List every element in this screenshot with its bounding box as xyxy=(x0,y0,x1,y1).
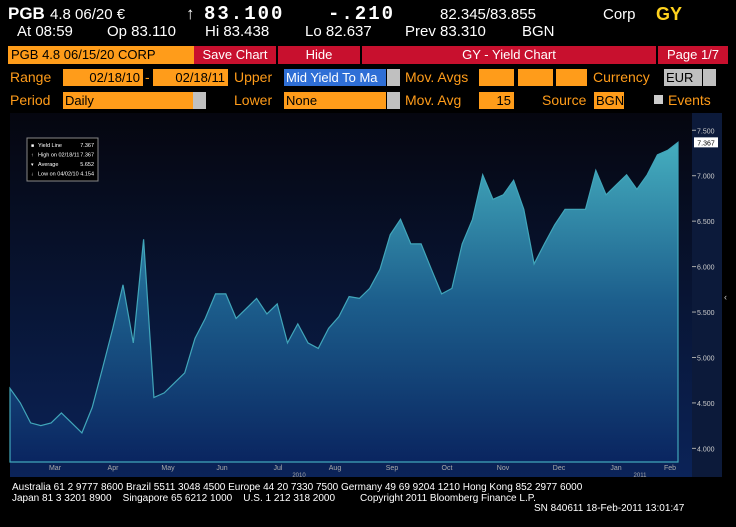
page-indicator: Page 1/7 xyxy=(658,46,728,64)
last-value-tag xyxy=(694,137,718,148)
legend-label: High on 02/18/11 xyxy=(38,153,80,159)
x-year-label: 2011 xyxy=(634,473,648,479)
legend-value: 7.367 xyxy=(80,143,94,149)
dropdown-arrow[interactable] xyxy=(703,69,716,86)
bid-ask: 82.345/83.855 xyxy=(440,6,536,23)
price: 83.100 xyxy=(204,3,285,25)
mov-avg-value[interactable]: 15 xyxy=(479,92,514,109)
x-tick-label: Jun xyxy=(216,465,227,472)
y-tick-label: 7.000 xyxy=(697,174,715,181)
x-tick-label: Sep xyxy=(386,465,399,472)
high: Hi 83.438 xyxy=(205,23,270,40)
y-tick-label: 6.500 xyxy=(697,219,715,226)
y-tick-label: 4.000 xyxy=(697,446,715,453)
x-tick-label: Oct xyxy=(442,465,453,472)
source-value[interactable]: BGN xyxy=(594,92,625,109)
dropdown-arrow[interactable] xyxy=(193,92,206,109)
x-tick-label: Mar xyxy=(49,465,62,472)
mov-avg-input[interactable] xyxy=(479,69,514,86)
change: -.210 xyxy=(328,3,396,25)
save-chart-button[interactable]: Save Chart xyxy=(194,46,276,64)
y-tick-label: 5.500 xyxy=(697,310,715,317)
dropdown-arrow[interactable] xyxy=(387,92,400,109)
market: Corp xyxy=(603,6,636,23)
legend-label: Low on 04/02/10 xyxy=(38,172,79,178)
hide-button[interactable]: Hide xyxy=(278,46,360,64)
upper-dropdown[interactable]: Mid Yield To Ma xyxy=(284,69,386,86)
range-to[interactable]: 02/18/11 xyxy=(153,69,228,86)
security: PGB xyxy=(8,4,45,23)
time: At 08:59 xyxy=(17,23,73,40)
currency-field[interactable]: EUR xyxy=(664,69,702,86)
legend-symbol: ■ xyxy=(31,143,34,149)
legend-box xyxy=(26,137,99,182)
legend-value: 7.367 xyxy=(80,153,94,159)
x-tick-label: Jul xyxy=(274,465,283,472)
events-checkbox[interactable] xyxy=(654,95,663,104)
legend-value: 4.154 xyxy=(80,172,94,178)
footer-line: SN 840611 18-Feb-2011 13:01:47 xyxy=(534,503,685,514)
mov-avgs-label: Mov. Avgs xyxy=(405,69,469,85)
y-tick-label: 5.000 xyxy=(697,355,715,362)
mov-avg-input[interactable] xyxy=(556,69,587,86)
low: Lo 82.637 xyxy=(305,23,372,40)
x-tick-label: Nov xyxy=(497,465,510,472)
legend-label: Average xyxy=(38,162,58,168)
y-tick-label: 7.500 xyxy=(697,128,715,135)
mov-avg-input[interactable] xyxy=(518,69,553,86)
source-label: Source xyxy=(542,92,587,108)
function-title: GY - Yield Chart xyxy=(362,46,656,64)
source: BGN xyxy=(522,23,555,40)
upper-label: Upper xyxy=(234,69,273,85)
scroll-handle[interactable]: ‹ xyxy=(724,292,727,302)
footer-line: Japan 81 3 3201 8900 Singapore 65 6212 1… xyxy=(12,493,536,504)
legend-symbol: ↓ xyxy=(31,172,34,178)
x-tick-label: Aug xyxy=(329,465,342,472)
lower-dropdown[interactable]: None xyxy=(284,92,386,109)
x-tick-label: May xyxy=(161,465,175,472)
yield-area xyxy=(9,141,679,463)
mov-avg-label: Mov. Avg xyxy=(405,92,462,108)
period-label: Period xyxy=(10,92,51,108)
open: Op 83.110 xyxy=(107,23,176,40)
x-year-label: 2010 xyxy=(292,473,306,479)
function: GY xyxy=(656,4,683,24)
events-label: Events xyxy=(668,92,711,108)
range-sep: - xyxy=(145,69,150,85)
currency-label: Currency xyxy=(593,69,650,85)
legend-value: 5.652 xyxy=(80,162,94,168)
x-tick-label: Apr xyxy=(108,465,120,472)
lower-label: Lower xyxy=(234,92,273,108)
last-value-label: 7.367 xyxy=(697,140,715,147)
arrow: ↑ xyxy=(186,4,195,23)
range-from[interactable]: 02/18/10 xyxy=(63,69,143,86)
legend-symbol: ↑ xyxy=(31,153,34,159)
legend-symbol: ▾ xyxy=(31,162,34,168)
dropdown-arrow[interactable] xyxy=(387,69,400,86)
x-tick-label: Feb xyxy=(664,465,676,472)
y-tick-label: 6.000 xyxy=(697,265,715,272)
range-label: Range xyxy=(10,69,52,85)
axis-band xyxy=(692,113,722,477)
legend-label: Yield Line xyxy=(38,143,62,149)
coupon: 4.8 06/20 € xyxy=(50,6,126,23)
prev: Prev 83.310 xyxy=(405,23,486,40)
y-tick-label: 4.500 xyxy=(697,401,715,408)
period-dropdown[interactable]: Daily xyxy=(63,92,193,109)
x-tick-label: Dec xyxy=(553,465,566,472)
security-field[interactable]: PGB 4.8 06/15/20 CORP xyxy=(8,46,195,64)
x-tick-label: Jan xyxy=(610,465,621,472)
footer-line: Australia 61 2 9777 8600 Brazil 5511 304… xyxy=(12,482,583,493)
